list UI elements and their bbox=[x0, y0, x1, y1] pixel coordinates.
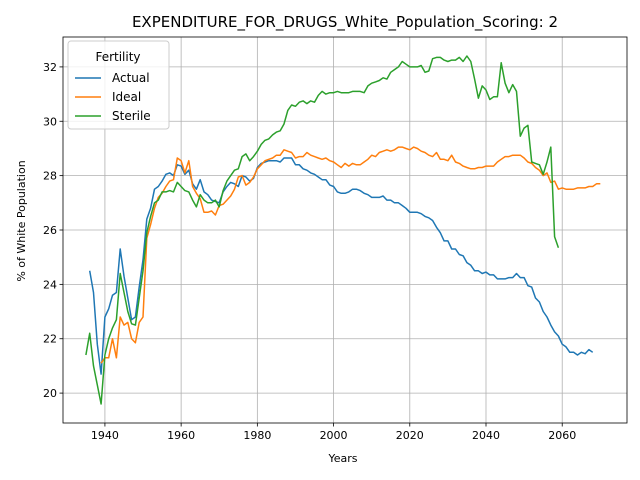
plot-series bbox=[85, 55, 601, 405]
legend-label-ideal: Ideal bbox=[112, 90, 141, 104]
chart-title: EXPENDITURE_FOR_DRUGS_White_Population_S… bbox=[132, 13, 558, 32]
y-tick-label: 30 bbox=[43, 115, 57, 128]
x-tick-label: 1940 bbox=[91, 429, 119, 442]
legend-label-sterile: Sterile bbox=[112, 109, 151, 123]
y-axis-label: % of White Population bbox=[15, 160, 28, 281]
grid bbox=[63, 37, 627, 423]
x-axis-label: Years bbox=[327, 452, 357, 465]
y-tick-label: 24 bbox=[43, 278, 57, 291]
series-line-sterile bbox=[85, 55, 560, 405]
x-tick-label: 2040 bbox=[472, 429, 500, 442]
y-tick-label: 32 bbox=[43, 61, 57, 74]
legend-entries: Actual Ideal Sterile bbox=[75, 71, 151, 123]
y-tick-label: 26 bbox=[43, 224, 57, 237]
x-tick-label: 2060 bbox=[548, 429, 576, 442]
x-tick-label: 1980 bbox=[243, 429, 271, 442]
legend: Fertility Actual Ideal Sterile bbox=[67, 40, 170, 130]
y-tick-label: 28 bbox=[43, 170, 57, 183]
legend-box bbox=[67, 40, 170, 130]
y-axis-ticks: 20 22 24 26 28 30 32 bbox=[43, 61, 63, 400]
x-axis-ticks: 1940 1960 1980 2000 2020 2040 2060 bbox=[91, 423, 576, 442]
x-tick-label: 2020 bbox=[396, 429, 424, 442]
y-tick-label: 20 bbox=[43, 387, 57, 400]
legend-title: Fertility bbox=[95, 50, 140, 64]
x-tick-label: 1960 bbox=[167, 429, 195, 442]
series-line-ideal bbox=[100, 146, 601, 364]
x-tick-label: 2000 bbox=[320, 429, 348, 442]
legend-label-actual: Actual bbox=[112, 71, 150, 85]
y-tick-label: 22 bbox=[43, 333, 57, 346]
